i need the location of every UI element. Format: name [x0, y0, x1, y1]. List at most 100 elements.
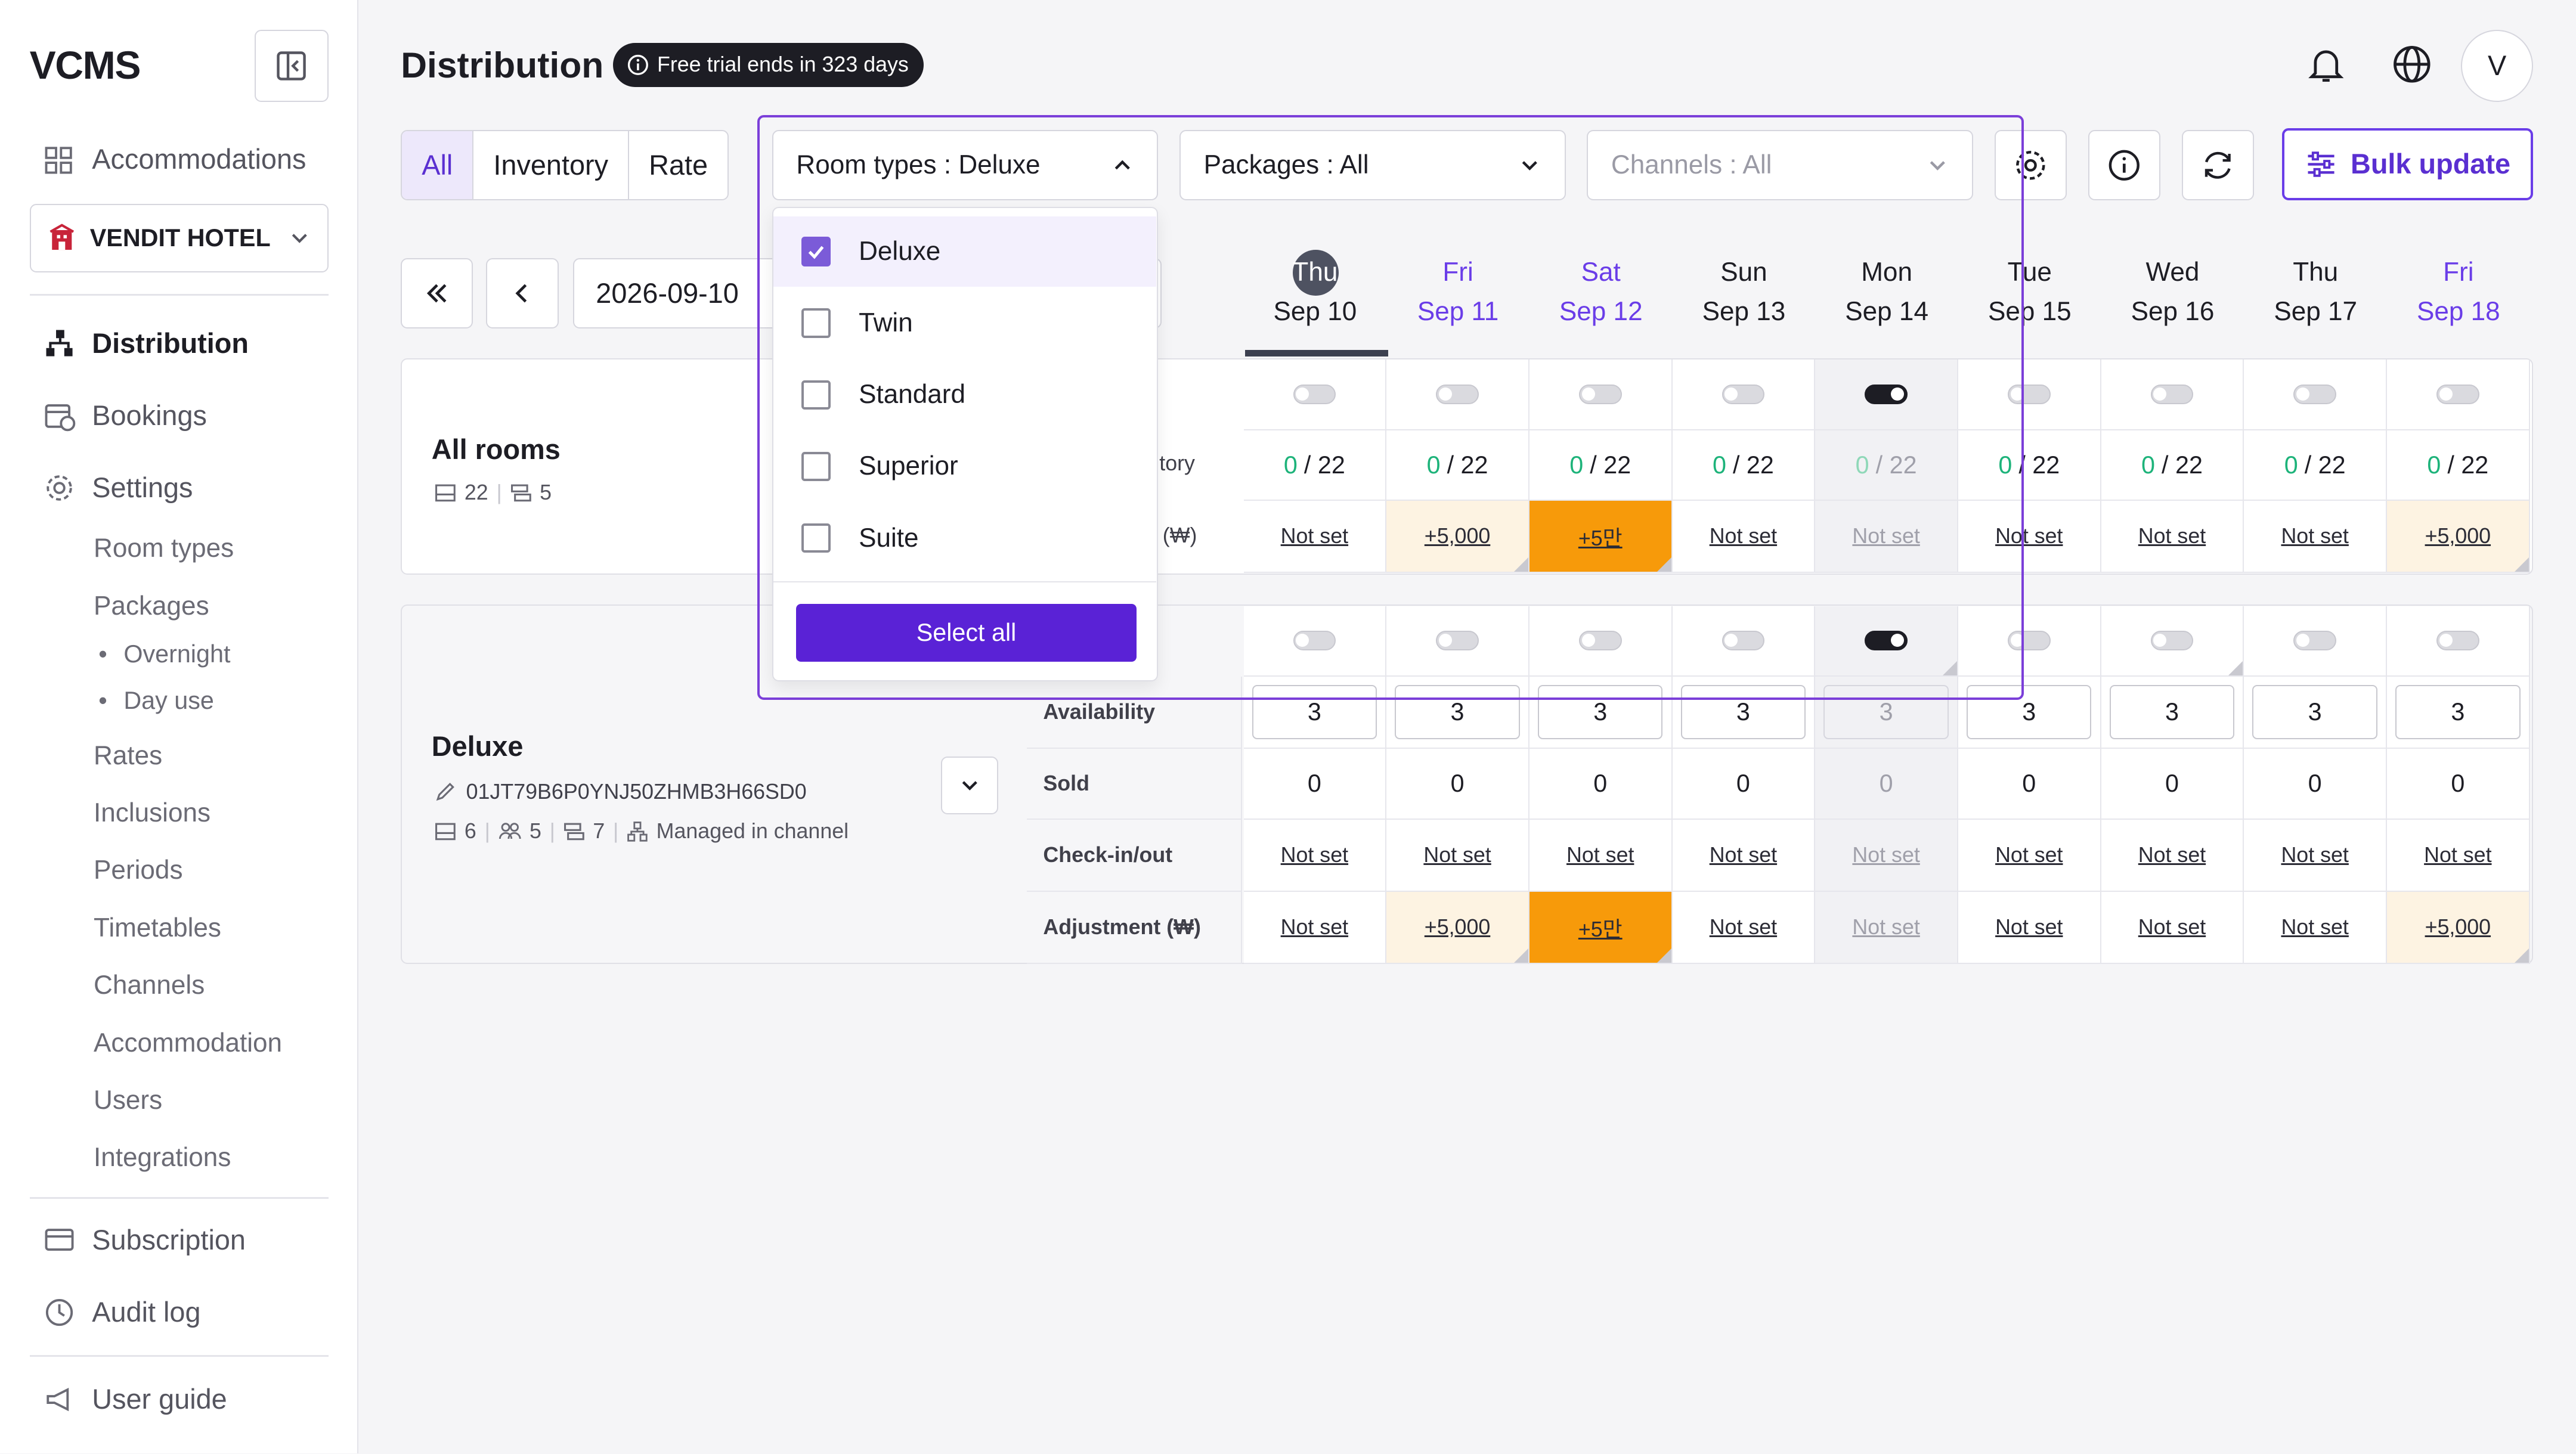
collapse-sidebar-button[interactable]: [255, 29, 329, 102]
packages-select[interactable]: Packages : All: [1179, 129, 1566, 201]
stop-sell-toggle[interactable]: [1865, 385, 1908, 405]
stop-sell-toggle[interactable]: [1722, 385, 1765, 405]
bulk-update-button[interactable]: Bulk update: [2281, 128, 2534, 201]
checkbox[interactable]: [801, 237, 831, 266]
adjustment-link[interactable]: Not set: [1280, 524, 1349, 548]
nav-day-use[interactable]: Day use: [98, 687, 214, 715]
checkbox[interactable]: [801, 380, 831, 410]
adjustment-link[interactable]: Not set: [1852, 524, 1920, 548]
stop-sell-toggle[interactable]: [1293, 385, 1336, 405]
stop-sell-toggle[interactable]: [1293, 631, 1336, 651]
bell-icon[interactable]: [2305, 43, 2348, 86]
nav-accommodations[interactable]: Accommodations: [43, 143, 306, 176]
checkinout-link[interactable]: Not set: [1280, 842, 1349, 867]
nav-users[interactable]: Users: [94, 1086, 163, 1115]
adjustment-link[interactable]: Not set: [1709, 915, 1778, 940]
nav-subscription[interactable]: Subscription: [43, 1223, 246, 1256]
checkinout-link[interactable]: Not set: [2281, 842, 2349, 867]
checkinout-link[interactable]: Not set: [1566, 842, 1634, 867]
tab-rate[interactable]: Rate: [649, 149, 708, 181]
nav-accommodation[interactable]: Accommodation: [94, 1028, 283, 1058]
checkinout-link[interactable]: Not set: [1852, 842, 1920, 867]
adjustment-link[interactable]: Not set: [2281, 915, 2349, 940]
room-type-option[interactable]: Superior: [773, 431, 1156, 501]
stop-sell-toggle[interactable]: [1578, 631, 1622, 651]
stop-sell-toggle[interactable]: [1578, 385, 1622, 405]
availability-input[interactable]: 3: [2395, 685, 2521, 740]
room-types-select[interactable]: Room types : Deluxe: [772, 129, 1159, 201]
info-button[interactable]: [2088, 129, 2160, 201]
tab-inventory[interactable]: Inventory: [473, 131, 630, 200]
checkinout-link[interactable]: Not set: [1423, 842, 1491, 867]
stop-sell-toggle[interactable]: [2293, 385, 2336, 405]
availability-input[interactable]: 3: [1823, 685, 1949, 740]
nav-timetables[interactable]: Timetables: [94, 913, 221, 943]
nav-bookings[interactable]: Bookings: [43, 399, 207, 432]
expand-deluxe-button[interactable]: [940, 757, 999, 814]
checkbox[interactable]: [801, 308, 831, 339]
availability-input[interactable]: 3: [2252, 685, 2377, 740]
availability-input[interactable]: 3: [2109, 685, 2235, 740]
stop-sell-toggle[interactable]: [2150, 385, 2194, 405]
room-type-option[interactable]: Deluxe: [773, 216, 1156, 287]
nav-settings[interactable]: Settings: [43, 472, 193, 504]
nav-user-guide[interactable]: User guide: [43, 1383, 227, 1416]
refresh-button[interactable]: [2181, 129, 2254, 201]
settings-button[interactable]: [1994, 129, 2067, 201]
checkinout-link[interactable]: Not set: [2424, 842, 2492, 867]
nav-audit-log[interactable]: Audit log: [43, 1296, 201, 1329]
checkinout-link[interactable]: Not set: [1709, 842, 1778, 867]
adjustment-link[interactable]: Not set: [2138, 915, 2206, 940]
hotel-select[interactable]: VENDIT HOTEL: [29, 203, 329, 273]
checkbox[interactable]: [801, 523, 831, 553]
nav-packages[interactable]: Packages: [94, 591, 209, 621]
availability-input[interactable]: 3: [1395, 685, 1520, 740]
nav-room-types[interactable]: Room types: [94, 534, 234, 563]
stop-sell-toggle[interactable]: [2007, 631, 2051, 651]
availability-input[interactable]: 3: [1680, 685, 1806, 740]
availability-input[interactable]: 3: [1252, 685, 1377, 740]
stop-sell-toggle[interactable]: [2436, 631, 2479, 651]
availability-input[interactable]: 3: [1967, 685, 2092, 740]
avatar[interactable]: V: [2460, 29, 2534, 102]
adjustment-link[interactable]: Not set: [2281, 524, 2349, 548]
nav-overnight[interactable]: Overnight: [98, 640, 230, 668]
room-type-option[interactable]: Twin: [773, 288, 1156, 358]
adjustment-link[interactable]: +5만: [1578, 526, 1623, 550]
stop-sell-toggle[interactable]: [2007, 385, 2051, 405]
adjustment-link[interactable]: +5,000: [2425, 915, 2491, 940]
checkinout-link[interactable]: Not set: [1995, 842, 2063, 867]
nav-rates[interactable]: Rates: [94, 740, 163, 770]
stop-sell-toggle[interactable]: [1436, 385, 1479, 405]
adjustment-link[interactable]: Not set: [1995, 524, 2063, 548]
adjustment-link[interactable]: +5만: [1578, 917, 1623, 941]
nav-channels[interactable]: Channels: [94, 971, 205, 1000]
adjustment-link[interactable]: +5,000: [2425, 524, 2491, 548]
first-page-button[interactable]: [401, 258, 473, 328]
adjustment-link[interactable]: +5,000: [1424, 915, 1491, 940]
nav-integrations[interactable]: Integrations: [94, 1143, 231, 1173]
tab-all[interactable]: All: [402, 131, 474, 200]
adjustment-link[interactable]: Not set: [2138, 524, 2206, 548]
adjustment-link[interactable]: Not set: [1995, 915, 2063, 940]
nav-periods[interactable]: Periods: [94, 855, 183, 885]
adjustment-link[interactable]: Not set: [1709, 524, 1778, 548]
select-all-button[interactable]: Select all: [796, 604, 1137, 662]
room-type-option[interactable]: Standard: [773, 359, 1156, 430]
prev-button[interactable]: [486, 258, 559, 328]
checkbox[interactable]: [801, 451, 831, 482]
room-type-option[interactable]: Suite: [773, 503, 1156, 573]
adjustment-link[interactable]: Not set: [1280, 915, 1349, 940]
stop-sell-toggle[interactable]: [1865, 631, 1908, 651]
adjustment-link[interactable]: Not set: [1852, 915, 1920, 940]
stop-sell-toggle[interactable]: [2436, 385, 2479, 405]
stop-sell-toggle[interactable]: [2293, 631, 2336, 651]
adjustment-link[interactable]: +5,000: [1424, 524, 1491, 548]
stop-sell-toggle[interactable]: [2150, 631, 2194, 651]
checkinout-link[interactable]: Not set: [2138, 842, 2206, 867]
channels-select[interactable]: Channels : All: [1587, 129, 1973, 201]
stop-sell-toggle[interactable]: [1436, 631, 1479, 651]
globe-icon[interactable]: [2391, 43, 2433, 86]
pencil-icon[interactable]: [435, 781, 456, 802]
availability-input[interactable]: 3: [1538, 685, 1663, 740]
